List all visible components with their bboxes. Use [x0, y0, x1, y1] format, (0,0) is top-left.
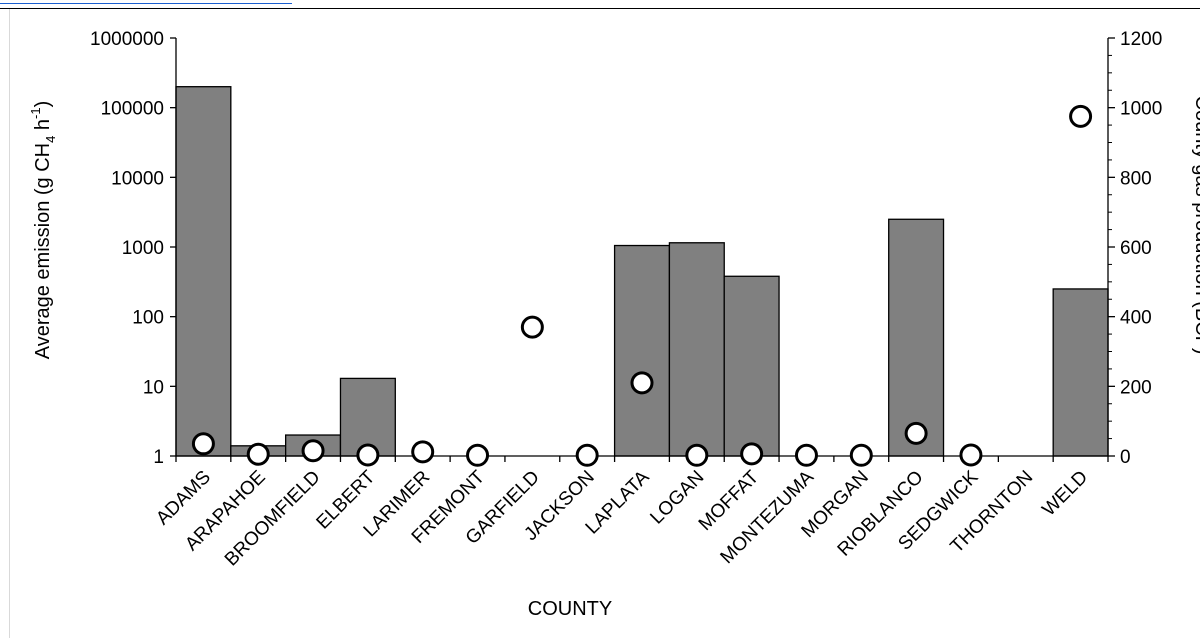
- y-tick-label: 1000000: [90, 29, 164, 50]
- y-tick-label: 1: [153, 447, 164, 468]
- production-marker: [904, 421, 928, 445]
- production-marker: [630, 371, 654, 395]
- bar: [723, 275, 780, 457]
- top-divider: [0, 8, 1200, 9]
- y2-axis-title: County gas production (BCF): [1191, 95, 1200, 354]
- top-link-underline[interactable]: [0, 0, 292, 4]
- bars-layer: [175, 86, 1109, 457]
- y2-tick-label: 200: [1120, 377, 1152, 398]
- production-marker: [740, 442, 764, 466]
- bar: [339, 377, 396, 457]
- x-tick-label: BROOMFIELD: [221, 467, 325, 571]
- axes-layer: [170, 37, 1115, 462]
- y-tick-label: 1000: [122, 238, 164, 259]
- production-marker: [466, 443, 490, 467]
- production-marker: [575, 443, 599, 467]
- y-axis-title: Average emission (g CH4 h-1): [28, 101, 58, 360]
- y-tick-label: 100: [132, 308, 164, 329]
- x-tick-label: WELD: [1038, 467, 1092, 521]
- y2-tick-label: 600: [1120, 238, 1152, 259]
- production-marker: [849, 443, 873, 467]
- x-tick-label: MONTEZUMA: [717, 466, 819, 568]
- left-border: [9, 9, 10, 638]
- production-marker: [959, 443, 983, 467]
- bar: [175, 86, 232, 457]
- y2-tick-label: 1200: [1120, 29, 1162, 50]
- production-marker: [794, 443, 818, 467]
- bar: [888, 218, 945, 457]
- x-axis-title: COUNTY: [528, 598, 612, 620]
- y2-tick-label: 800: [1120, 168, 1152, 189]
- production-marker: [411, 440, 435, 464]
- y-tick-label: 100000: [101, 99, 164, 120]
- production-marker: [301, 439, 325, 463]
- production-marker: [191, 432, 215, 456]
- bar: [613, 244, 671, 457]
- bar: [1052, 288, 1109, 457]
- production-marker: [520, 315, 544, 339]
- production-marker: [356, 443, 380, 467]
- y-tick-label: 10000: [111, 168, 164, 189]
- y2-tick-label: 400: [1120, 308, 1152, 329]
- y2-tick-label: 0: [1120, 447, 1131, 468]
- production-marker: [1069, 104, 1093, 128]
- production-marker: [685, 443, 709, 467]
- y-tick-label: 10: [143, 377, 164, 398]
- bar: [668, 242, 725, 457]
- markers-layer: [191, 104, 1093, 467]
- y2-tick-label: 1000: [1120, 99, 1162, 120]
- production-marker: [246, 442, 270, 466]
